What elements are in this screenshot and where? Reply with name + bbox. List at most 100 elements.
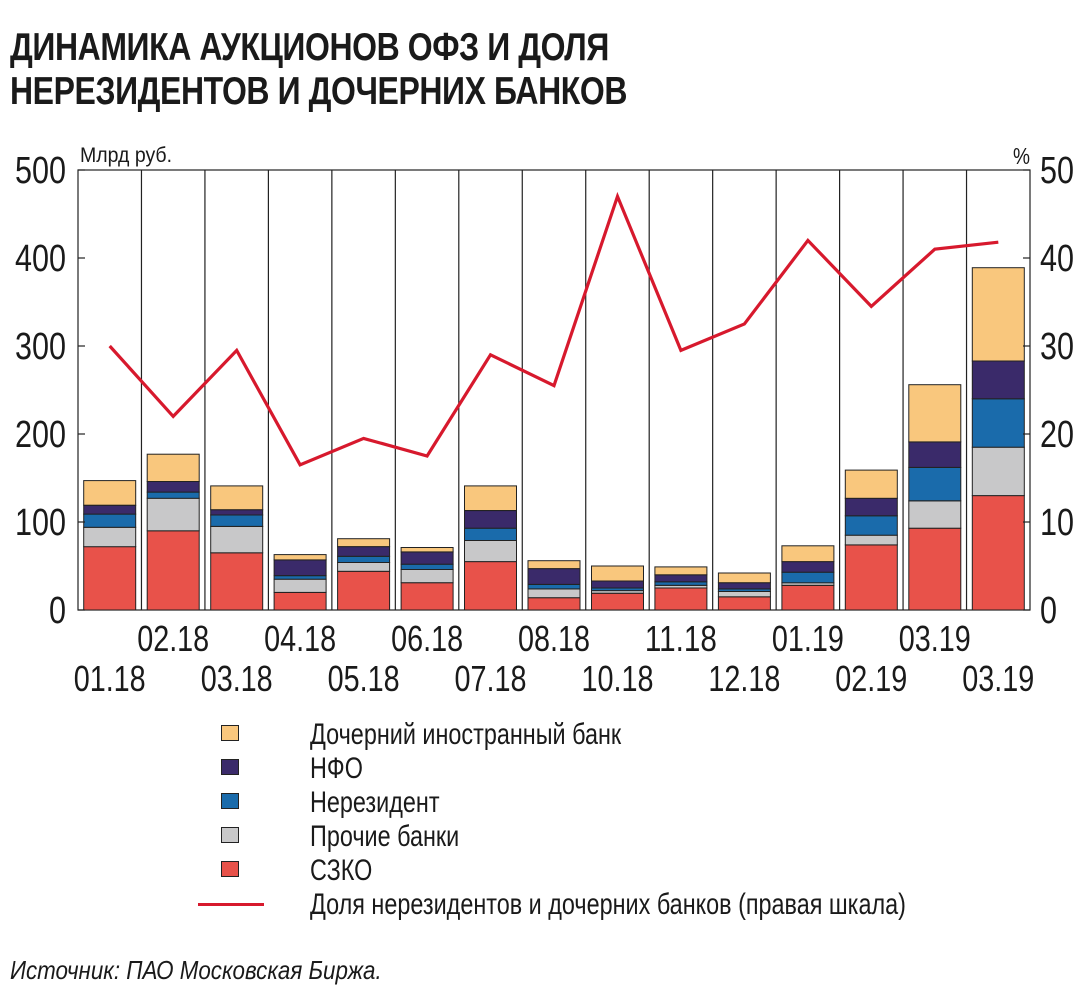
bar-segment-nfo xyxy=(908,441,962,468)
bar-segment-foreign-sub-bank xyxy=(971,267,1025,362)
left-tick-label: 400 xyxy=(15,238,66,280)
share-line xyxy=(108,191,999,467)
legend-item-nonresident: Нерезидент xyxy=(190,786,1050,820)
bar-segment-szko xyxy=(971,495,1025,611)
bar-segment-nonresident xyxy=(83,513,137,528)
bar-stack xyxy=(273,554,327,611)
bar-segment-other-banks xyxy=(908,500,962,529)
left-tick-label: 300 xyxy=(15,326,66,368)
x-tick-label: 03.18 xyxy=(201,658,273,699)
x-tick-label: 05.18 xyxy=(328,658,400,699)
bar-segment-szko xyxy=(527,597,581,611)
bar-segment-szko xyxy=(717,596,771,611)
chart-title: ДИНАМИКА АУКЦИОНОВ ОФЗ И ДОЛЯ НЕРЕЗИДЕНТ… xyxy=(10,26,879,114)
bar-segment-foreign-sub-bank xyxy=(83,480,137,506)
legend-color-swatch xyxy=(221,759,239,775)
legend-item-line: Доля нерезидентов и дочерних банков (пра… xyxy=(190,888,1050,922)
legend-item-foreign-sub-bank: Дочерний иностранный банк xyxy=(190,718,1050,752)
bar-segment-other-banks xyxy=(146,497,200,532)
right-tick-label: 40 xyxy=(1040,238,1074,280)
legend-color-swatch xyxy=(221,861,239,877)
bar-segment-other-banks xyxy=(527,588,581,599)
bar-segment-szko xyxy=(908,527,962,611)
bar-segment-nfo xyxy=(464,510,517,529)
legend-item-other-banks: Прочие банки xyxy=(190,820,1050,854)
vertical-grid xyxy=(140,170,968,610)
bar-segment-other-banks xyxy=(337,562,391,572)
right-tick-label: 0 xyxy=(1040,590,1057,632)
bar-segment-nfo xyxy=(971,360,1025,400)
legend-label: СЗКО xyxy=(310,854,373,887)
bar-segment-nfo xyxy=(781,561,835,573)
left-tick-label: 200 xyxy=(15,414,66,456)
x-tick-label: 02.18 xyxy=(137,618,209,659)
bar-stack xyxy=(654,566,708,611)
axes: Млрд руб. % 0 100 200 300 400 500 0 10 20 30 40 50 0… xyxy=(15,143,1074,699)
x-tick-label: 11.18 xyxy=(645,618,717,659)
bar-stack xyxy=(146,453,200,611)
bar-segment-foreign-sub-bank xyxy=(273,554,327,561)
x-tick-label: 08.18 xyxy=(518,618,590,659)
bar-segment-foreign-sub-bank xyxy=(717,572,771,584)
right-tick-label: 10 xyxy=(1040,502,1074,544)
bar-segment-nfo xyxy=(210,509,264,516)
source-note: Источник: ПАО Московская Биржа. xyxy=(10,955,382,985)
bar-stack xyxy=(337,538,391,611)
bar-segment-nonresident xyxy=(464,527,517,542)
bar-stack xyxy=(400,547,454,611)
bar-segment-nfo xyxy=(591,580,644,589)
bar-segment-foreign-sub-bank xyxy=(844,469,898,499)
bar-stack xyxy=(781,545,835,611)
bar-segment-nonresident xyxy=(781,571,835,584)
right-tick-label: 50 xyxy=(1040,150,1074,192)
x-tick-label: 01.18 xyxy=(74,658,146,699)
bar-segment-foreign-sub-bank xyxy=(464,485,517,511)
legend-label: Нерезидент xyxy=(310,786,440,819)
bar-segment-szko xyxy=(273,591,327,611)
bar-segment-other-banks xyxy=(971,446,1025,497)
right-axis-unit: % xyxy=(1013,143,1030,169)
bar-segment-nonresident xyxy=(971,398,1025,448)
right-tick-label: 30 xyxy=(1040,326,1074,368)
left-tick-label: 500 xyxy=(15,150,66,192)
bar-segment-foreign-sub-bank xyxy=(527,560,581,570)
bar-segment-szko xyxy=(210,552,264,611)
bar-segment-nfo xyxy=(146,481,200,493)
left-tick-label: 0 xyxy=(49,590,66,632)
bar-segment-nonresident xyxy=(654,581,708,586)
bar-stack xyxy=(210,485,264,611)
bar-segment-nonresident xyxy=(146,491,200,499)
bar-segment-nfo xyxy=(844,497,898,517)
legend: Дочерний иностранный банк НФО Нерезидент Пр… xyxy=(190,718,1050,922)
bar-segment-nfo xyxy=(273,559,327,577)
stacked-bars xyxy=(83,267,1025,611)
bar-segment-szko xyxy=(464,561,517,611)
legend-item-szko: СЗКО xyxy=(190,854,1050,888)
chart-title-line-2: НЕРЕЗИДЕНТОВ И ДОЧЕРНИХ БАНКОВ xyxy=(10,70,628,113)
bar-segment-szko xyxy=(591,592,644,611)
right-tick-label: 20 xyxy=(1040,414,1074,456)
legend-label: Дочерний иностранный банк xyxy=(310,718,622,751)
bar-segment-nonresident xyxy=(908,466,962,502)
bar-segment-nonresident xyxy=(844,515,898,536)
bar-segment-szko xyxy=(146,530,200,611)
bar-segment-other-banks xyxy=(210,525,264,554)
legend-color-swatch xyxy=(221,827,239,843)
bar-segment-nfo xyxy=(400,551,454,565)
x-tick-label: 12.18 xyxy=(708,658,780,699)
x-tick-label: 04.18 xyxy=(264,618,336,659)
bar-segment-other-banks xyxy=(83,526,137,548)
bar-stack xyxy=(83,480,137,611)
bar-stack xyxy=(717,572,771,611)
bar-segment-nonresident xyxy=(273,575,327,580)
bar-segment-other-banks xyxy=(400,569,454,584)
bar-stack xyxy=(527,560,581,611)
left-tick-label: 100 xyxy=(15,502,66,544)
bar-stack xyxy=(591,565,644,611)
x-tick-label: 07.18 xyxy=(455,658,527,699)
bar-segment-nonresident xyxy=(400,563,454,571)
bar-segment-other-banks xyxy=(464,540,517,563)
legend-color-swatch xyxy=(221,725,239,741)
x-tick-label: 03.19 xyxy=(899,618,971,659)
